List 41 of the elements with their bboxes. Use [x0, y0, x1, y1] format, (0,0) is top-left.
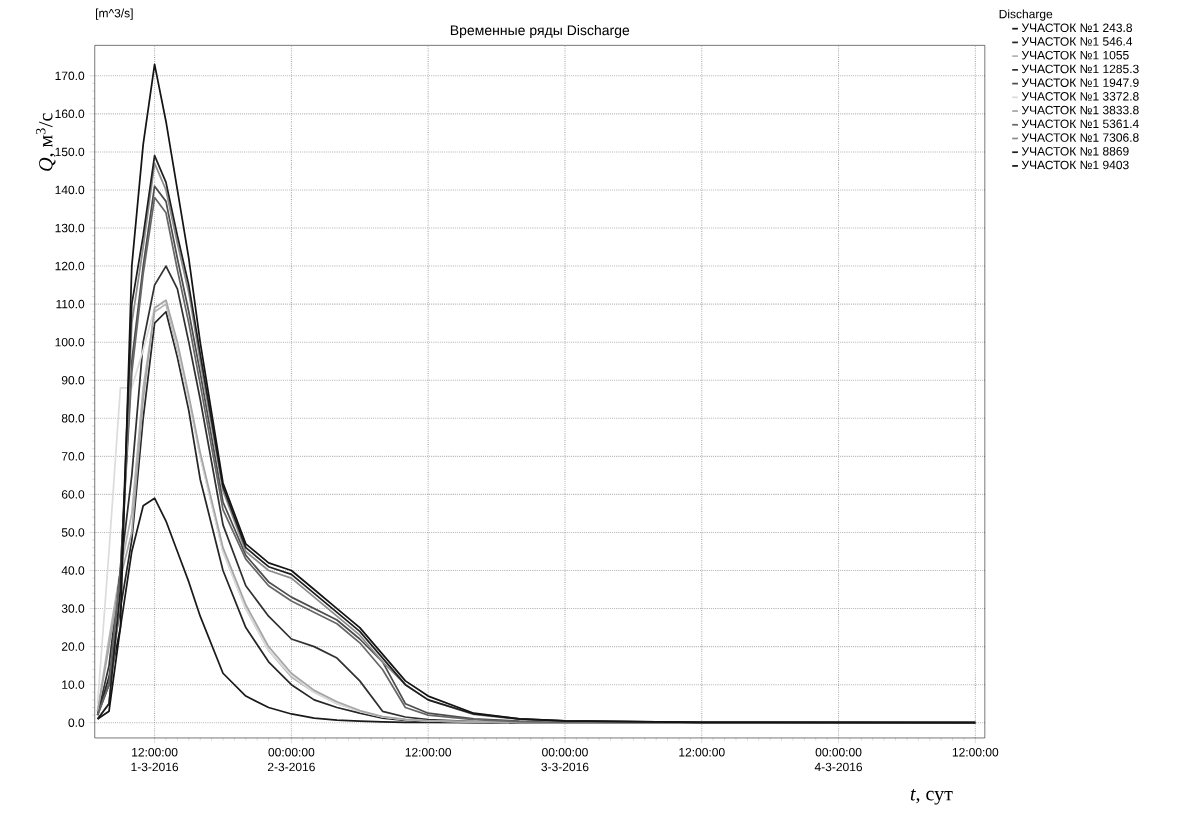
legend-label: УЧАСТОК №1 1285.3 — [1021, 64, 1139, 74]
legend-label: УЧАСТОК №1 3372.8 — [1021, 92, 1139, 101]
y-tick-label: 40.0 — [61, 566, 85, 575]
y-tick-label: 60.0 — [61, 490, 85, 499]
y-tick-label: 50.0 — [61, 528, 85, 537]
x-tick-label: 12:00:00 — [405, 748, 452, 757]
y-tick-label: 80.0 — [61, 414, 85, 423]
legend-label: УЧАСТОК №1 5361.4 — [1021, 119, 1139, 129]
y-axis-title: Q, м$^{3}$/с — [36, 113, 56, 171]
y-tick-label: 110.0 — [56, 300, 85, 309]
x-tick-label: 12:00:00 — [679, 748, 725, 757]
text: [m^3/s] — [96, 8, 133, 20]
x-tick-label: 00:00:00 2-3-2016 — [267, 748, 315, 772]
legend-label: УЧАСТОК №1 546.4 — [1021, 37, 1133, 46]
legend-label: УЧАСТОК №1 243.8 — [1021, 23, 1133, 33]
x-tick-label: 12:00:00 — [952, 748, 999, 757]
y-tick-label: 20.0 — [61, 642, 85, 652]
legend-label: УЧАСТОК №1 1947.9 — [1021, 78, 1139, 88]
y-tick-label: 0.0 — [68, 718, 85, 728]
legend-title: Discharge — [999, 9, 1053, 21]
y-tick-label: 140.0 — [55, 185, 85, 195]
y-tick-label: 30.0 — [61, 604, 85, 613]
legend-label: УЧАСТОК №1 9403 — [1021, 160, 1129, 170]
x-tick-label: 00:00:00 3-3-2016 — [541, 748, 589, 772]
y-tick-label: 100.0 — [55, 338, 85, 347]
legend-label: УЧАСТОК №1 8869 — [1021, 147, 1129, 156]
x-axis-title: t, сут — [910, 789, 953, 805]
y-tick-label: 90.0 — [61, 376, 85, 385]
legend-label: УЧАСТОК №1 1055 — [1021, 51, 1129, 60]
y-tick-label: 120.0 — [55, 261, 85, 271]
y-tick-label: 160.0 — [55, 109, 85, 119]
y-tick-label: 130.0 — [55, 223, 85, 233]
y-tick-label: 10.0 — [62, 680, 85, 690]
y-tick-label: 70.0 — [61, 452, 85, 461]
legend-label: УЧАСТОК №1 3833.8 — [1021, 105, 1139, 115]
chart-title: Временные ряды Discharge — [450, 25, 630, 39]
x-tick-label: 00:00:00 4-3-2016 — [814, 748, 863, 772]
y-tick-label: 150.0 — [55, 147, 85, 157]
x-tick-label: 12:00:00 1-3-2016 — [131, 748, 179, 772]
legend-label: УЧАСТОК №1 7306.8 — [1021, 133, 1139, 142]
y-tick-label: 170.0 — [55, 71, 85, 81]
